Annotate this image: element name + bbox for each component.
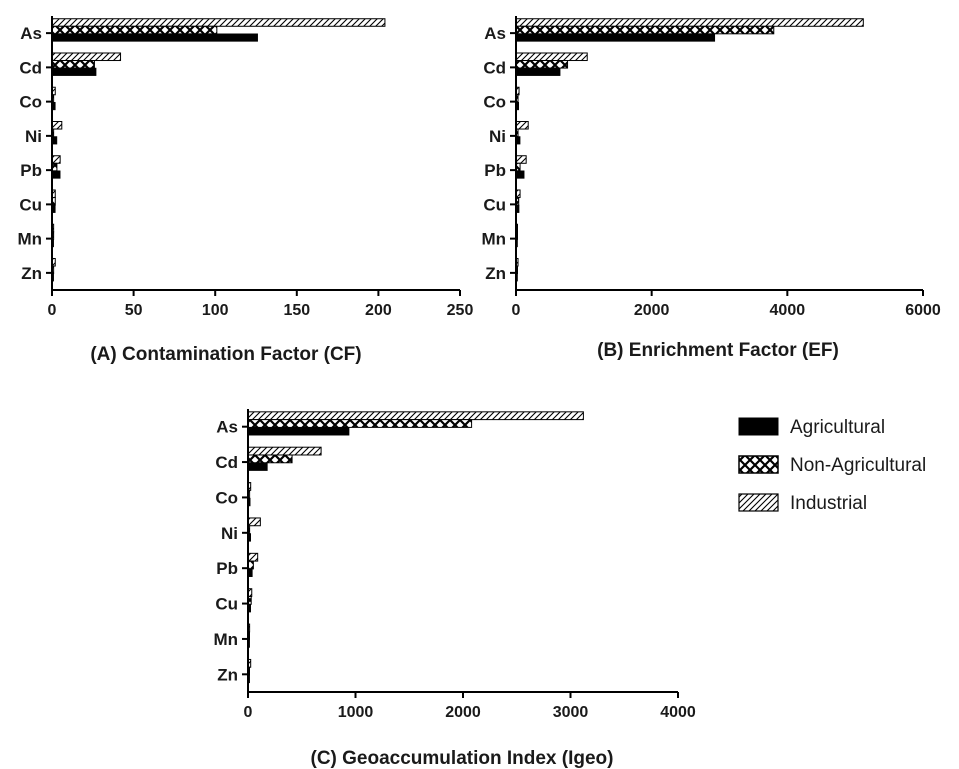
bar-as-non-agricultural	[515, 25, 775, 35]
x-tick-label: 4000	[770, 302, 806, 319]
category-labels: As Cd Co Ni Pb Cu Mn Zn	[17, 24, 42, 283]
category-label-cd: Cd	[19, 58, 42, 77]
category-label-co: Co	[483, 93, 506, 112]
x-tick-label: 3000	[553, 704, 589, 721]
category-label-mn: Mn	[17, 230, 42, 249]
bar-cd-non-agricultural	[51, 60, 95, 69]
category-label-pb: Pb	[484, 161, 506, 180]
category-label-pb: Pb	[20, 161, 42, 180]
category-label-mn: Mn	[481, 230, 506, 249]
bar-as-industrial	[247, 411, 584, 421]
bar-pb-industrial	[515, 155, 527, 164]
category-label-cu: Cu	[19, 195, 42, 214]
x-tick-label: 200	[365, 302, 392, 319]
x-tick-label: 2000	[634, 302, 670, 319]
bar-as-non-agricultural	[51, 25, 218, 35]
category-label-as: As	[20, 24, 42, 43]
legend-label-industrial: Industrial	[790, 493, 867, 514]
category-label-ni: Ni	[221, 524, 238, 543]
axes	[242, 409, 679, 698]
x-tick-label: 250	[447, 302, 474, 319]
x-tick-label: 1000	[338, 704, 374, 721]
category-label-zn: Zn	[485, 264, 506, 283]
bar-as-agricultural	[51, 33, 258, 42]
category-label-cd: Cd	[215, 453, 238, 472]
category-label-mn: Mn	[213, 630, 238, 649]
category-label-co: Co	[19, 93, 42, 112]
x-tick-label: 6000	[905, 302, 941, 319]
panel-title: (B) Enrichment Factor (EF)	[597, 340, 839, 361]
legend-swatch-agricultural	[738, 417, 779, 436]
panel-geoaccumulation-index: As Cd Co Ni Pb Cu Mn Zn 0 1000 2000 3000 4000 (C) G…	[213, 409, 696, 769]
bars	[51, 18, 386, 282]
axes	[46, 16, 461, 296]
x-tick-label: 2000	[445, 704, 481, 721]
category-label-ni: Ni	[25, 127, 42, 146]
bar-as-industrial	[515, 18, 864, 27]
legend-label-agricultural: Agricultural	[790, 417, 885, 438]
bar-cd-industrial	[247, 446, 322, 456]
bar-cd-agricultural	[515, 67, 561, 76]
panel-title: (C) Geoaccumulation Index (Igeo)	[311, 748, 614, 769]
legend-label-non-agricultural: Non-Agricultural	[790, 455, 926, 476]
legend-swatch-non-agricultural	[738, 455, 779, 474]
bar-pb-agricultural	[51, 170, 61, 179]
x-tick-label: 100	[202, 302, 229, 319]
bars	[515, 18, 864, 282]
bar-pb-industrial	[247, 552, 259, 562]
bar-as-agricultural	[515, 33, 716, 42]
bar-as-industrial	[51, 18, 386, 27]
tick-labels: 0 2000 4000 6000	[512, 302, 941, 319]
bar-cd-agricultural	[247, 462, 268, 471]
x-tick-label: 150	[283, 302, 310, 319]
x-tick-label: 0	[244, 704, 253, 721]
category-label-co: Co	[215, 488, 238, 507]
bars	[247, 411, 584, 684]
bar-cd-non-agricultural	[515, 60, 569, 69]
category-labels: As Cd Co Ni Pb Cu Mn Zn	[481, 24, 506, 283]
tick-labels: 0 50 100 150 200 250	[48, 302, 474, 319]
legend-swatch-industrial	[738, 493, 779, 512]
legend: Agricultural Non-Agricultural Industrial	[738, 417, 926, 514]
panel-contamination-factor: As Cd Co Ni Pb Cu Mn Zn 0 50 100 150 200 250 (A) Con…	[17, 16, 473, 365]
bar-as-non-agricultural	[247, 419, 473, 428]
category-label-pb: Pb	[216, 559, 238, 578]
category-label-cd: Cd	[483, 58, 506, 77]
bar-ni-industrial	[51, 120, 63, 130]
bar-cd-industrial	[51, 52, 122, 62]
x-tick-label: 4000	[660, 704, 696, 721]
x-tick-label: 0	[48, 302, 57, 319]
category-label-as: As	[484, 24, 506, 43]
bar-cd-non-agricultural	[247, 454, 293, 464]
bar-ni-industrial	[515, 120, 529, 130]
category-label-zn: Zn	[21, 264, 42, 283]
bar-ni-industrial	[247, 517, 261, 527]
category-label-as: As	[216, 418, 238, 437]
bar-pb-agricultural	[515, 170, 525, 179]
category-label-cu: Cu	[483, 195, 506, 214]
panel-enrichment-factor: As Cd Co Ni Pb Cu Mn Zn 0 2000 4000 6000 (B) Enric…	[481, 16, 941, 361]
x-tick-label: 0	[512, 302, 521, 319]
axes	[510, 16, 924, 296]
bar-cd-industrial	[515, 52, 588, 62]
category-label-zn: Zn	[217, 665, 238, 684]
bar-as-agricultural	[247, 427, 350, 436]
category-label-cu: Cu	[215, 595, 238, 614]
category-label-ni: Ni	[489, 127, 506, 146]
bar-cd-agricultural	[51, 67, 97, 76]
panel-title: (A) Contamination Factor (CF)	[90, 344, 361, 365]
category-labels: As Cd Co Ni Pb Cu Mn Zn	[213, 418, 238, 685]
bar-pb-industrial	[51, 155, 61, 164]
x-tick-label: 50	[125, 302, 143, 319]
tick-labels: 0 1000 2000 3000 4000	[244, 704, 696, 721]
